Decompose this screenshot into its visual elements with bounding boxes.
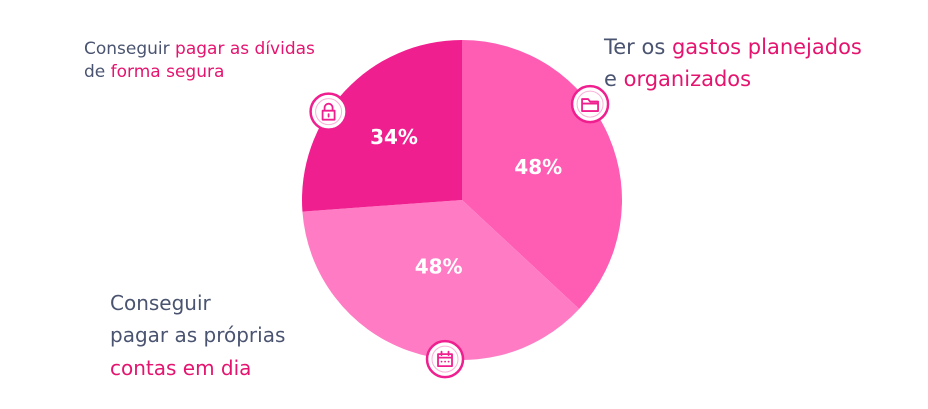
pie-slice-3 <box>302 40 462 212</box>
label-bills-line-2: pagar as próprias <box>110 323 286 348</box>
label-expenses-highlight-1: gastos planejados <box>671 35 862 59</box>
label-expenses-plain-1: Ter os <box>604 35 672 59</box>
label-debts-highlight-2: forma segura <box>110 61 225 82</box>
slice-value-label-1: 48% <box>514 155 562 179</box>
label-bills-highlight: contas em dia <box>110 355 252 380</box>
label-bills: Conseguir pagar as próprias contas em di… <box>110 287 285 384</box>
pie-slice-2 <box>302 200 580 360</box>
label-expenses-plain-2: e <box>604 66 624 91</box>
label-debts-plain-2: de <box>84 61 111 82</box>
label-debts-plain-1: Conseguir <box>84 39 176 59</box>
slice-value-label-2: 48% <box>415 254 463 278</box>
slice-value-label-3: 34% <box>370 125 418 149</box>
lock-icon <box>309 92 348 131</box>
label-expenses-highlight-2: organizados <box>623 66 752 91</box>
calendar-icon <box>425 339 465 379</box>
label-debts: Conseguir pagar as dívidas de forma segu… <box>84 38 315 84</box>
label-debts-highlight-1: pagar as dívidas <box>175 39 315 59</box>
folder-icon <box>570 84 610 124</box>
label-expenses: Ter os gastos planejados e organizados <box>604 32 862 95</box>
label-bills-line-1: Conseguir <box>110 291 211 315</box>
